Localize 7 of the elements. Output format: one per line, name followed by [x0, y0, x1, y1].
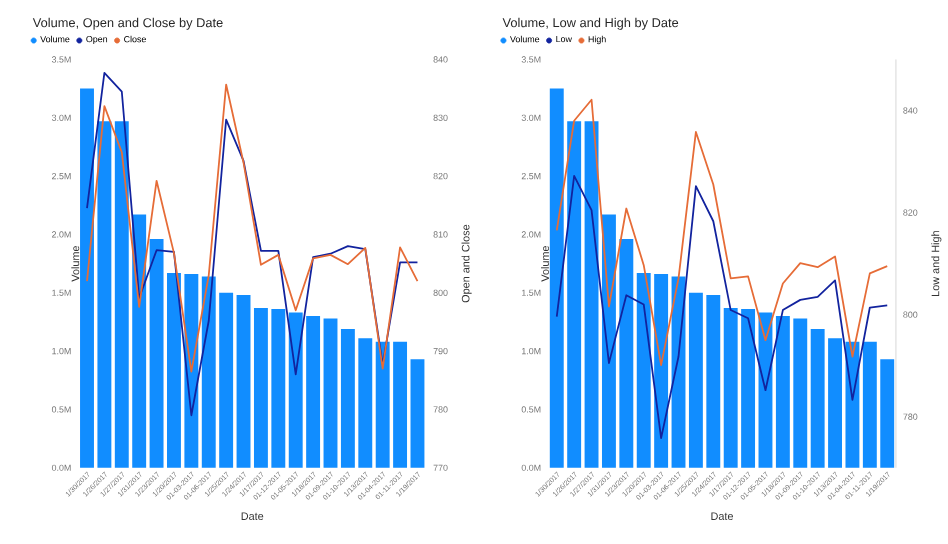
bar	[236, 295, 251, 469]
bar	[410, 359, 425, 469]
line-series	[86, 72, 419, 417]
line-series	[555, 99, 889, 367]
line-series	[555, 175, 889, 440]
bar	[323, 318, 338, 469]
line-series	[86, 84, 419, 373]
